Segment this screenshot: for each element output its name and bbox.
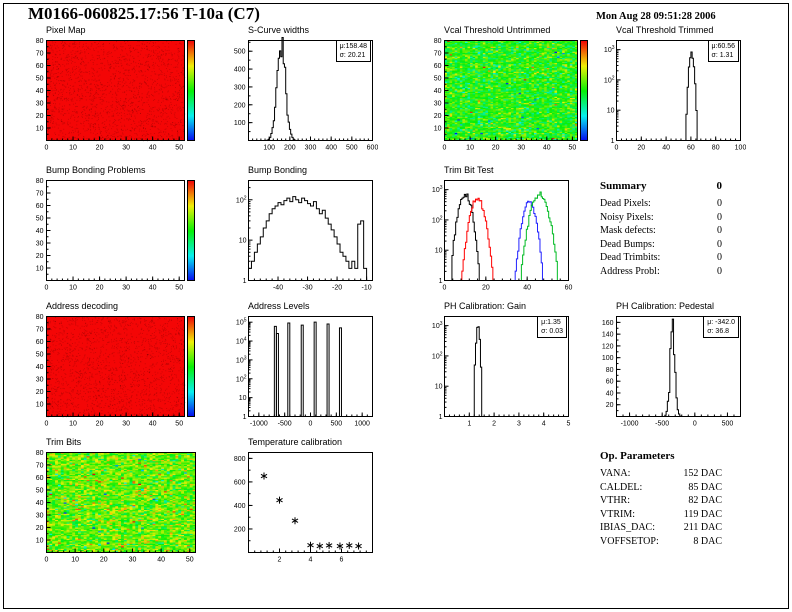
summary-panel: Summary 0 Dead Pixels: 0 Noisy Pixels: 0 M…	[600, 180, 722, 278]
op-parameter-row: IBIAS_DAC: 211 DAC	[600, 522, 722, 533]
chart-trim-bit-test: Trim Bit Test	[424, 164, 574, 294]
stat-sigma: σ: 1.31	[711, 52, 734, 59]
op-parameter-row: VOFFSETOP: 8 DAC	[600, 535, 722, 547]
chart-ph-calibration-pedestal: PH Calibration: Pedestal μ: -342.0 σ: 36…	[596, 300, 746, 430]
summary-row: Noisy Pixels: 0	[600, 211, 722, 223]
stat-mean: μ: -342.0	[707, 319, 735, 326]
chart-vcal-threshold-untrimmed: Vcal Threshold Untrimmed	[424, 24, 594, 154]
summary-row: Mask defects: 0	[600, 225, 722, 236]
chart-trim-bits: Trim Bits	[26, 436, 201, 566]
chart-scurve-widths: S-Curve widths μ:158.48 σ: 20.21	[228, 24, 378, 154]
temperature-calibration-canvas	[228, 448, 378, 566]
summary-row: Address Probl: 0	[600, 265, 722, 277]
chart-title: PH Calibration: Gain	[444, 301, 527, 311]
chart-address-decoding: Address decoding	[26, 300, 201, 430]
op-parameter-row: VTHR: 82 DAC	[600, 495, 722, 506]
stat-mean: μ:1.35	[541, 319, 561, 326]
op-parameter-row: VTRIM: 119 DAC	[600, 508, 722, 520]
address-levels-canvas	[228, 312, 378, 430]
chart-title: Vcal Threshold Trimmed	[616, 25, 714, 35]
chart-title: Trim Bits	[46, 437, 82, 447]
chart-title: Temperature calibration	[248, 437, 343, 447]
stats-box: μ: -342.0 σ: 36.8	[703, 316, 739, 338]
chart-title: PH Calibration: Pedestal	[616, 301, 715, 311]
chart-temperature-calibration: Temperature calibration	[228, 436, 378, 566]
chart-title: Address Levels	[248, 301, 310, 311]
bump-bonding-canvas	[228, 176, 378, 294]
chart-ph-calibration-gain: PH Calibration: Gain μ:1.35 σ: 0.03	[424, 300, 574, 430]
summary-title: Summary	[600, 180, 647, 192]
trim-bit-test-canvas	[424, 176, 574, 294]
stat-sigma: σ: 0.03	[541, 328, 563, 335]
chart-title: Pixel Map	[46, 25, 86, 35]
chart-vcal-threshold-trimmed: Vcal Threshold Trimmed μ:60.56 σ: 1.31	[596, 24, 746, 154]
timestamp: Mon Aug 28 09:51:28 2006	[596, 11, 716, 22]
chart-title: S-Curve widths	[248, 25, 310, 35]
pixel-map-canvas	[26, 36, 201, 154]
stats-box: μ:60.56 σ: 1.31	[707, 40, 739, 62]
chart-address-levels: Address Levels	[228, 300, 378, 430]
bump-bonding-problems-canvas	[26, 176, 201, 294]
stats-box: μ:1.35 σ: 0.03	[537, 316, 567, 338]
page-title: M0166-060825.17:56 T-10a (C7)	[28, 4, 260, 23]
op-parameter-row: CALDEL: 85 DAC	[600, 481, 722, 493]
chart-pixel-map: Pixel Map	[26, 24, 201, 154]
op-parameters-title: Op. Parameters	[600, 450, 675, 462]
chart-title: Bump Bonding Problems	[46, 165, 146, 175]
chart-title: Trim Bit Test	[444, 165, 494, 175]
summary-row: Dead Bumps: 0	[600, 238, 722, 250]
vcal-untrimmed-canvas	[424, 36, 594, 154]
chart-bump-bonding-problems: Bump Bonding Problems	[26, 164, 201, 294]
op-parameters-panel: Op. Parameters VANA: 152 DAC CALDEL: 85 DA…	[600, 450, 722, 548]
op-parameter-row: VANA: 152 DAC	[600, 468, 722, 479]
summary-total: 0	[716, 180, 723, 192]
stat-sigma: σ: 36.8	[707, 328, 730, 335]
chart-title: Bump Bonding	[248, 165, 308, 175]
stat-mean: μ:60.56	[711, 43, 736, 50]
summary-row: Dead Pixels: 0	[600, 198, 722, 209]
address-decoding-canvas	[26, 312, 201, 430]
chart-title: Address decoding	[46, 301, 119, 311]
stat-sigma: σ: 20.21	[339, 52, 366, 59]
stat-mean: μ:158.48	[339, 43, 367, 50]
summary-row: Dead Trimbits: 0	[600, 252, 722, 263]
trim-bits-canvas	[26, 448, 201, 566]
stats-box: μ:158.48 σ: 20.21	[335, 40, 371, 62]
chart-bump-bonding: Bump Bonding	[228, 164, 378, 294]
chart-title: Vcal Threshold Untrimmed	[444, 25, 551, 35]
